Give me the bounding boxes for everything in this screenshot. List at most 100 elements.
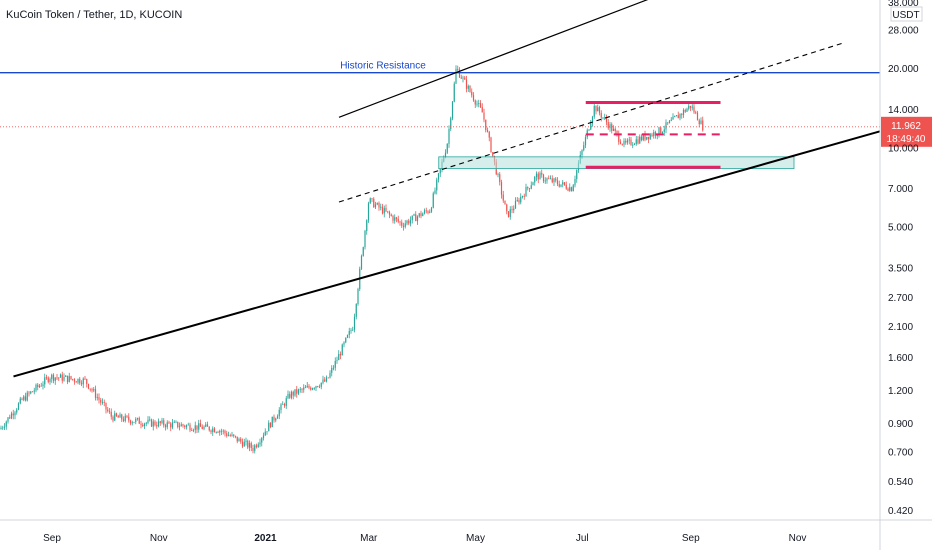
candle <box>166 420 168 430</box>
dashed-midline <box>338 41 845 203</box>
candle <box>551 175 553 184</box>
candle <box>507 211 510 218</box>
candle <box>59 373 62 378</box>
candle <box>159 420 161 426</box>
candle-body <box>406 220 408 224</box>
candle <box>660 127 662 134</box>
candle <box>156 421 158 429</box>
candle-body <box>569 187 571 191</box>
candle-body <box>472 95 475 101</box>
candle-body <box>289 393 291 398</box>
candle-body <box>609 124 611 129</box>
candle <box>630 137 632 146</box>
candle-body <box>373 198 375 208</box>
candle <box>574 175 576 188</box>
candle-body <box>581 150 583 155</box>
candle-body <box>287 393 289 399</box>
candle <box>234 435 237 439</box>
candle <box>341 343 343 356</box>
candle <box>464 75 466 80</box>
candle-body <box>462 77 464 79</box>
candle-body <box>131 422 133 424</box>
candle-body <box>66 375 69 382</box>
candle-body <box>528 188 531 189</box>
candle-body <box>367 203 370 221</box>
candle-body <box>229 435 231 437</box>
candle-body <box>194 425 196 430</box>
candle <box>481 103 483 113</box>
candle-body <box>103 402 105 403</box>
candle-body <box>679 113 681 119</box>
candle-body <box>215 432 217 433</box>
candle-body <box>654 132 657 136</box>
candle <box>145 421 147 427</box>
candle <box>637 136 639 145</box>
candle-body <box>105 402 107 410</box>
candle-body <box>149 419 151 421</box>
candle <box>245 437 247 446</box>
candle <box>348 327 350 339</box>
candle <box>516 197 518 202</box>
candle-body <box>409 220 412 224</box>
candle <box>521 195 524 199</box>
candle <box>110 408 112 420</box>
candle-body <box>516 200 518 201</box>
candle-body <box>51 374 53 379</box>
candle-body <box>68 376 70 382</box>
y-tick-label: 14.000 <box>888 105 919 116</box>
candle-body <box>565 184 567 189</box>
candle <box>331 365 333 377</box>
candle <box>455 65 457 84</box>
candle-body <box>17 403 20 410</box>
candle <box>149 416 151 422</box>
candle <box>500 179 503 199</box>
candle <box>133 421 135 423</box>
candle-body <box>595 105 597 112</box>
x-tick-label: Sep <box>43 533 61 544</box>
candle-body <box>72 379 74 380</box>
candle <box>633 142 636 146</box>
candle <box>492 152 494 158</box>
candle <box>16 407 18 415</box>
candle <box>217 430 219 433</box>
currency-badge <box>890 6 923 22</box>
candle <box>535 171 538 181</box>
candle-body <box>514 200 517 209</box>
candle-body <box>476 103 478 105</box>
candle-body <box>521 195 524 197</box>
candle <box>65 375 67 377</box>
candle <box>569 183 571 192</box>
candle-body <box>280 404 282 410</box>
countdown-value: 18:49:40 <box>887 134 926 145</box>
candle-body <box>625 140 627 143</box>
candle-body <box>154 421 156 426</box>
candle-body <box>583 145 585 151</box>
candle-body <box>273 416 275 421</box>
candle <box>10 411 13 420</box>
y-tick-label: 2.700 <box>888 293 913 304</box>
candle <box>411 215 413 224</box>
candle <box>434 187 436 195</box>
candle <box>94 385 97 401</box>
candle-body <box>145 422 147 424</box>
candle <box>644 130 646 142</box>
candle-body <box>87 383 90 389</box>
candle <box>84 376 86 381</box>
candle-body <box>399 221 401 223</box>
candle <box>273 414 275 423</box>
candle-body <box>415 214 417 222</box>
candle <box>268 420 270 432</box>
candle <box>488 130 490 142</box>
candle <box>98 393 100 404</box>
candle-body <box>203 426 205 430</box>
candle <box>56 374 58 380</box>
candle-body <box>187 424 189 426</box>
candle <box>79 376 81 385</box>
candle <box>37 383 39 391</box>
candle-body <box>243 441 245 447</box>
candle-body <box>164 425 167 428</box>
candle-body <box>91 389 93 391</box>
candle-body <box>255 445 258 447</box>
candle-body <box>696 112 699 121</box>
